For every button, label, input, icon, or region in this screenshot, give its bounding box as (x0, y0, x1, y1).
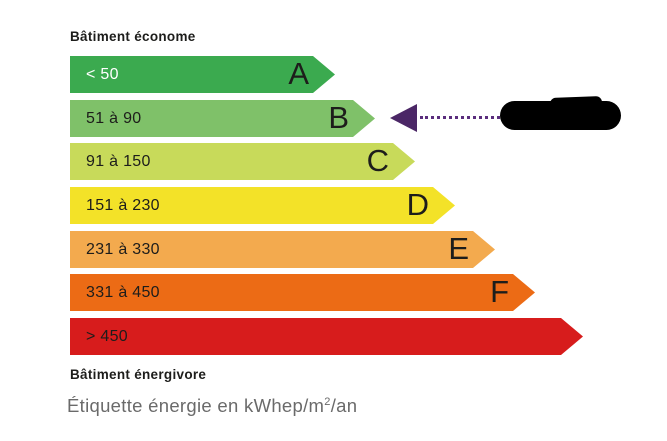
range-label: 231 à 330 (86, 241, 160, 258)
energy-bar-f: 331 à 450 F (70, 274, 535, 311)
energy-bar-e: 231 à 330 E (70, 231, 495, 268)
caption-suffix: /an (330, 395, 358, 416)
range-label: 91 à 150 (86, 153, 151, 170)
grade-letter: A (288, 56, 309, 91)
range-label: 331 à 450 (86, 284, 160, 301)
economical-building-label: Bâtiment économe (70, 29, 196, 44)
chart-caption: Étiquette énergie en kWhep/m2/an (67, 395, 357, 417)
grade-letter: F (490, 274, 509, 309)
dotted-connector-line (420, 116, 500, 119)
grade-letter: C (366, 143, 389, 178)
energy-bar-a: < 50 A (70, 56, 335, 93)
range-label: 51 à 90 (86, 110, 142, 127)
energy-intensive-building-label: Bâtiment énergivore (70, 367, 207, 382)
range-label: < 50 (86, 66, 119, 83)
grade-letter: D (406, 187, 429, 222)
range-label: 151 à 230 (86, 197, 160, 214)
grade-letter: B (328, 100, 349, 135)
energy-bar-g: > 450 (70, 318, 583, 355)
energy-bar-d: 151 à 230 D (70, 187, 455, 224)
selection-arrow-icon (390, 104, 417, 132)
energy-bar-b: 51 à 90 B (70, 100, 375, 137)
caption-text: Étiquette énergie en kWhep/m (67, 395, 325, 416)
caption-superscript: 2 (324, 395, 331, 408)
redacted-value-blob-stroke (549, 96, 603, 110)
grade-letter: E (448, 231, 469, 266)
range-label: > 450 (86, 328, 128, 345)
energy-bar-c: 91 à 150 C (70, 143, 415, 180)
